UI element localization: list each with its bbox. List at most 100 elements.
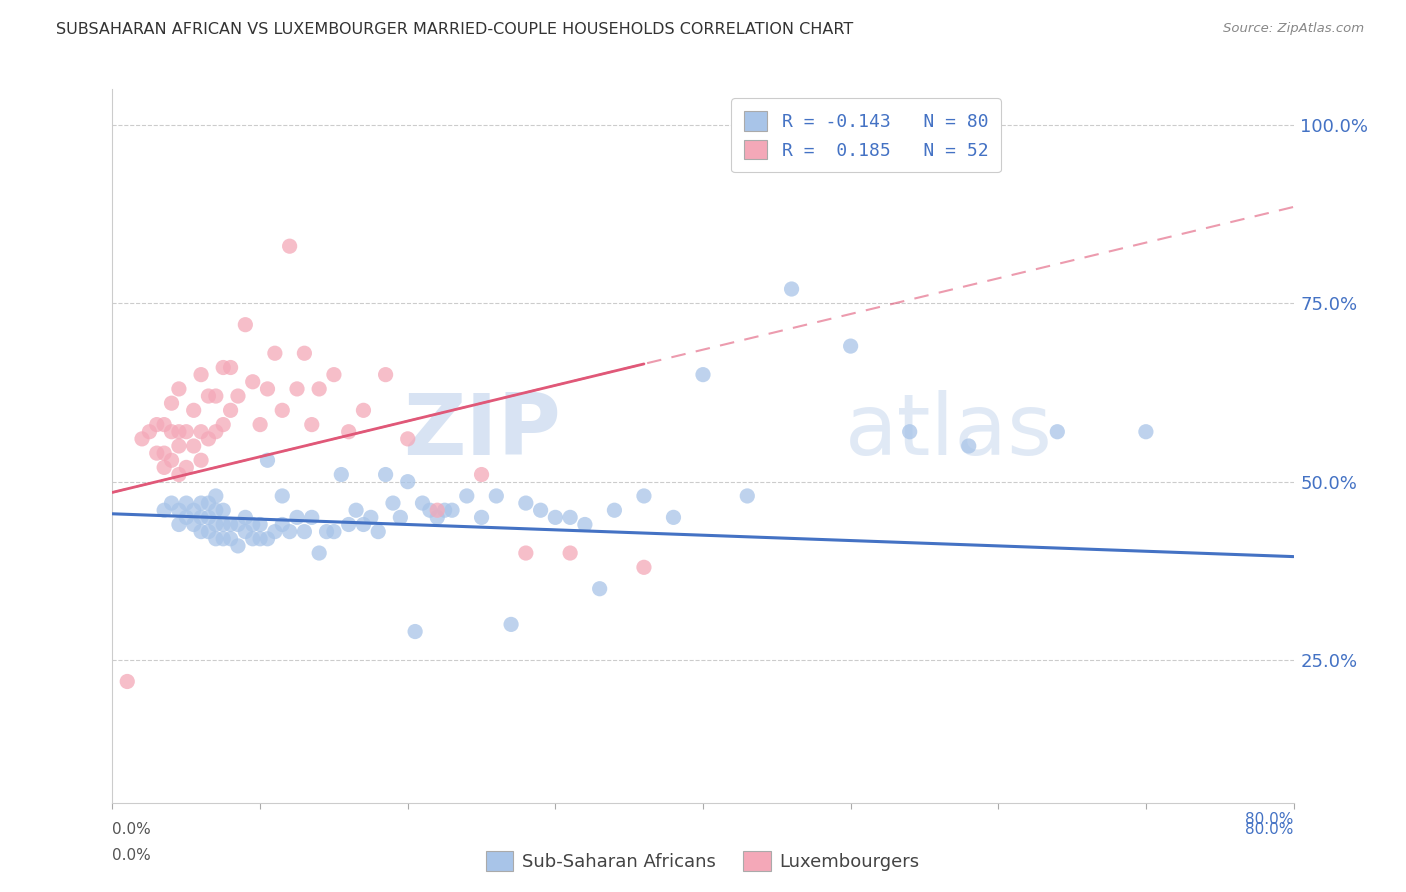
Point (957, 439, 980, 453)
Text: SUBSAHARAN AFRICAN VS LUXEMBOURGER MARRIED-COUPLE HOUSEHOLDS CORRELATION CHART: SUBSAHARAN AFRICAN VS LUXEMBOURGER MARRI… (56, 22, 853, 37)
Point (404, 624, 426, 639)
Point (308, 382, 330, 396)
Point (426, 503, 449, 517)
Point (485, 489, 508, 503)
Point (138, 425, 160, 439)
Point (160, 453, 183, 467)
Point (278, 239, 301, 253)
Point (153, 417, 176, 432)
Point (190, 453, 212, 467)
Point (256, 453, 278, 467)
Point (337, 425, 360, 439)
Point (352, 403, 374, 417)
Text: 80.0%: 80.0% (1246, 813, 1294, 827)
Point (249, 532, 271, 546)
Point (205, 425, 228, 439)
Point (367, 524, 389, 539)
Text: 80.0%: 80.0% (1246, 822, 1294, 837)
Point (146, 446, 169, 460)
Point (153, 446, 176, 460)
Point (183, 503, 205, 517)
Point (501, 617, 523, 632)
Point (419, 503, 441, 517)
Point (389, 510, 412, 524)
Point (167, 503, 190, 517)
Point (544, 510, 567, 524)
Point (205, 532, 228, 546)
Point (167, 382, 190, 396)
Legend: R = -0.143   N = 80, R =  0.185   N = 52: R = -0.143 N = 80, R = 0.185 N = 52 (731, 98, 1001, 172)
Point (183, 517, 205, 532)
Point (396, 475, 419, 489)
Point (780, 282, 803, 296)
Point (264, 346, 287, 360)
Point (374, 368, 396, 382)
Point (323, 368, 346, 382)
Point (737, 489, 759, 503)
Point (603, 503, 626, 517)
Point (226, 539, 249, 553)
Point (1046, 425, 1069, 439)
Point (301, 417, 323, 432)
Point (167, 439, 190, 453)
Point (117, 674, 138, 689)
Point (167, 517, 190, 532)
Point (160, 496, 183, 510)
Point (456, 489, 478, 503)
Point (131, 432, 153, 446)
Point (197, 524, 219, 539)
Point (242, 532, 264, 546)
Point (249, 517, 271, 532)
Point (242, 517, 264, 532)
Point (264, 524, 287, 539)
Point (337, 517, 360, 532)
Point (174, 496, 197, 510)
Y-axis label: Married-couple Households: Married-couple Households (0, 342, 7, 550)
Point (212, 417, 235, 432)
Point (153, 503, 176, 517)
Point (256, 532, 278, 546)
Point (411, 496, 433, 510)
Point (212, 517, 235, 532)
Point (382, 496, 405, 510)
Point (839, 339, 862, 353)
Point (271, 489, 294, 503)
Point (662, 510, 685, 524)
Point (315, 524, 337, 539)
Point (174, 460, 197, 475)
Point (233, 524, 256, 539)
Point (153, 460, 176, 475)
Point (692, 368, 714, 382)
Point (226, 517, 249, 532)
Point (374, 467, 396, 482)
Point (190, 524, 212, 539)
Point (1135, 425, 1157, 439)
Point (470, 510, 494, 524)
Point (352, 517, 374, 532)
Point (183, 439, 205, 453)
Point (174, 510, 197, 524)
Point (190, 496, 212, 510)
Text: 0.0%: 0.0% (112, 822, 152, 837)
Point (219, 517, 242, 532)
Point (233, 318, 256, 332)
Point (183, 403, 205, 417)
Point (205, 489, 228, 503)
Point (285, 510, 308, 524)
Point (441, 503, 464, 517)
Point (190, 368, 212, 382)
Point (242, 375, 264, 389)
Point (433, 503, 456, 517)
Point (633, 560, 655, 574)
Point (515, 496, 537, 510)
Point (197, 432, 219, 446)
Point (167, 467, 190, 482)
Point (330, 467, 353, 482)
Point (219, 403, 242, 417)
Point (197, 496, 219, 510)
Point (558, 546, 582, 560)
Legend: Sub-Saharan Africans, Luxembourgers: Sub-Saharan Africans, Luxembourgers (479, 844, 927, 879)
Point (271, 403, 294, 417)
Text: 0.0%: 0.0% (112, 848, 152, 863)
Point (212, 532, 235, 546)
